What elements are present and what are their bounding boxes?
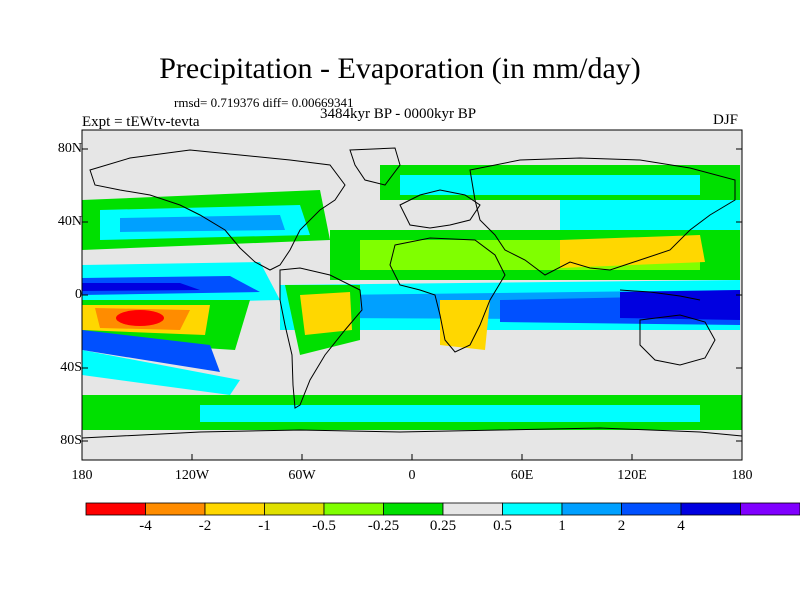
colorbar-swatch [502,502,563,516]
x-tick-label: 180 [731,468,753,483]
coast-greenland [349,147,401,186]
field-south-pacific-cyan [82,350,240,395]
field-south-pacific-blue [82,330,220,372]
x-tick-label: 180 [71,468,93,483]
y-ticks [82,148,742,442]
field-pacific-red [116,310,164,326]
colorbar-swatch [740,502,800,516]
coastlines [82,147,742,439]
y-tick-label: 40S [60,360,82,375]
coast-south-america [279,267,363,409]
colorbar-swatch [204,502,265,516]
chart-title: Precipitation - Evaporation (in mm/day) [159,52,641,85]
colorbar-swatch [442,502,503,516]
colorbar-swatch [145,502,206,516]
x-tick-label: 0 [408,468,416,483]
colorbar-swatch [85,502,146,516]
y-tick-label: 0 [75,287,82,302]
colorbar-swatch [323,502,384,516]
coast-indonesia [619,289,701,301]
field-pacific-darkblue [82,283,200,291]
coast-antarctica [82,427,742,439]
field-southern-cyan [200,405,700,422]
colorbar-label: 1 [558,518,566,534]
period-label: 3484kyr BP - 0000kyr BP [320,106,477,122]
colorbar-label: 4 [677,518,685,534]
field-arctic-cyan [400,175,700,195]
field-layer [82,165,742,430]
x-ticks [81,454,743,460]
coast-north-america [89,149,346,271]
colorbar-label: -4 [139,518,152,534]
field-samerica-yellow [300,292,352,335]
experiment-label: Expt = tEWtv-tevta [82,114,200,130]
colorbar-swatch [383,502,444,516]
colorbar-swatch [264,502,325,516]
colorbar-label: 0.5 [493,518,512,534]
stats-label: rmsd= 0.719376 diff= 0.00669341 [174,95,354,110]
coast-europe [399,189,481,229]
coast-asia [469,157,736,276]
coast-africa [389,237,506,353]
colorbar-label: 2 [617,518,626,534]
y-tick-label: 80S [60,433,82,448]
y-tick-label: 40N [57,214,82,229]
x-tick-label: 120W [174,468,210,483]
x-tick-label: 120E [617,468,647,483]
colorbar-swatch [561,502,622,516]
field-asia-cyan [560,200,740,230]
x-tick-label: 60E [510,468,534,483]
field-africa-yellow [440,300,490,350]
colorbar-label: 0.25 [429,518,457,534]
colorbar-label: -0.5 [312,518,336,534]
field-asia-yellow [560,235,705,268]
colorbar-swatch [621,502,682,516]
colorbar-label: -2 [198,518,212,534]
season-label: DJF [712,112,738,128]
colorbar-label: -0.25 [367,518,400,534]
colorbar-label: -1 [258,518,271,534]
colorbar-swatch [680,502,741,516]
field-indian-darkblue [620,290,740,320]
y-tick-label: 80N [57,141,82,156]
coast-australia [639,314,716,366]
field-npacific-blue [120,215,285,232]
x-tick-label: 60W [288,468,316,483]
